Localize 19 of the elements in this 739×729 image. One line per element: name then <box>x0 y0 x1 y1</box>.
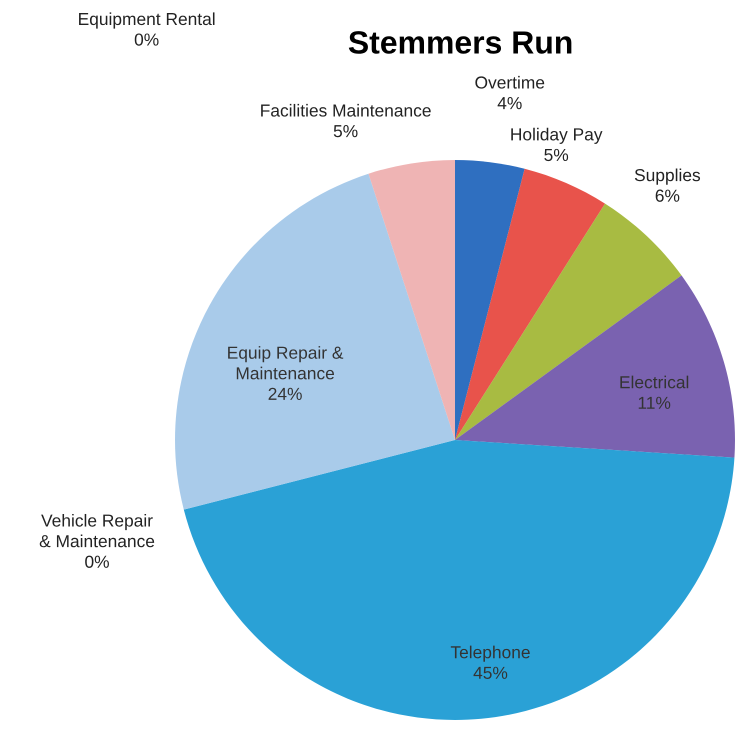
category-label: Equipment Rental <box>79 12 214 29</box>
slice-label: Holiday Pay <box>511 128 602 144</box>
chart-title: Stemmers Run <box>348 31 572 54</box>
slice-label: Supplies <box>634 168 700 185</box>
data-label: 24% <box>268 388 302 400</box>
slice-label: Telephone <box>450 646 530 662</box>
text: 0% <box>85 556 109 568</box>
data-label: 5% <box>544 148 568 162</box>
data-label: 6% <box>656 190 680 202</box>
data-label: 11% <box>638 396 670 409</box>
slice-label: Electrical <box>620 376 688 388</box>
slice-label: Facilities Maintenance <box>261 104 431 117</box>
slice-label: Equip Repair & Maintenance <box>228 346 344 380</box>
slice-label: Overtime <box>475 76 544 89</box>
data-label: 4% <box>498 97 522 110</box>
text: 0% <box>134 33 159 46</box>
category-label: Vehicle Repair & Maintenance <box>40 514 154 548</box>
data-label: 45% <box>474 666 508 679</box>
data-label: 5% <box>334 125 358 138</box>
